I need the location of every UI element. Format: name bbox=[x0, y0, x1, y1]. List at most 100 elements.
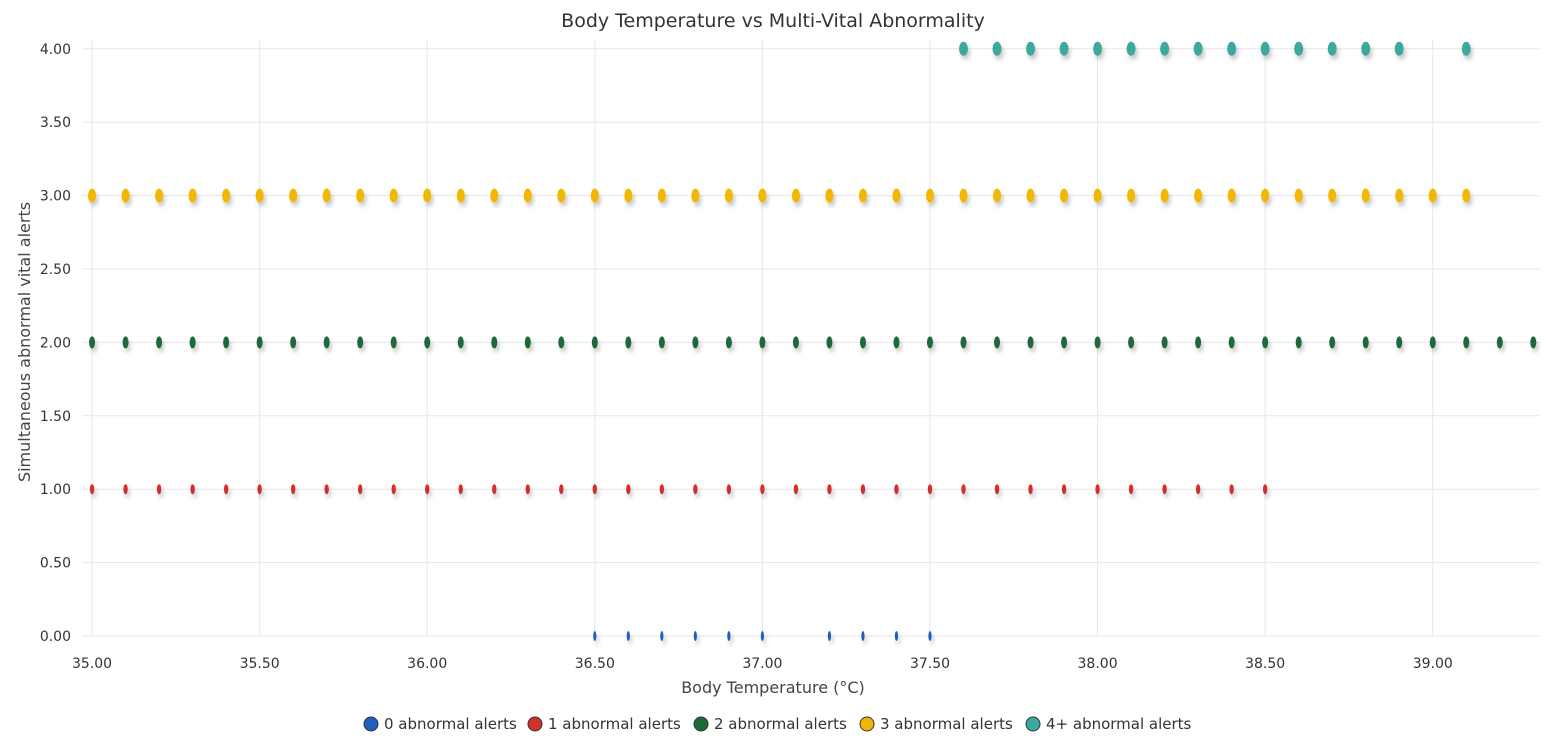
data-point[interactable] bbox=[1128, 484, 1134, 495]
data-point[interactable] bbox=[1227, 188, 1236, 203]
data-point[interactable] bbox=[1195, 484, 1201, 495]
data-point[interactable] bbox=[1328, 188, 1337, 203]
data-point[interactable] bbox=[759, 336, 766, 349]
data-point[interactable] bbox=[156, 484, 162, 495]
data-point[interactable] bbox=[1228, 336, 1235, 349]
data-point[interactable] bbox=[1429, 336, 1436, 349]
data-point[interactable] bbox=[88, 188, 97, 203]
data-point[interactable] bbox=[357, 484, 363, 495]
data-point[interactable] bbox=[861, 631, 865, 641]
legend-item[interactable]: 1 abnormal alerts bbox=[527, 715, 681, 733]
data-point[interactable] bbox=[423, 188, 432, 203]
data-point[interactable] bbox=[557, 188, 566, 203]
data-point[interactable] bbox=[256, 336, 263, 349]
data-point[interactable] bbox=[693, 631, 697, 641]
data-point[interactable] bbox=[1294, 41, 1304, 56]
data-point[interactable] bbox=[525, 484, 530, 495]
data-point[interactable] bbox=[1262, 484, 1268, 495]
data-point[interactable] bbox=[793, 484, 799, 495]
data-point[interactable] bbox=[1295, 336, 1302, 349]
data-point[interactable] bbox=[324, 484, 329, 495]
data-point[interactable] bbox=[860, 484, 866, 495]
data-point[interactable] bbox=[357, 336, 364, 349]
data-point[interactable] bbox=[992, 41, 1002, 56]
data-point[interactable] bbox=[1128, 336, 1135, 349]
data-point[interactable] bbox=[89, 336, 96, 349]
data-point[interactable] bbox=[1095, 484, 1100, 495]
data-point[interactable] bbox=[725, 336, 732, 349]
data-point[interactable] bbox=[591, 336, 598, 349]
data-point[interactable] bbox=[523, 188, 532, 203]
data-point[interactable] bbox=[1396, 336, 1403, 349]
data-point[interactable] bbox=[1362, 336, 1369, 349]
data-point[interactable] bbox=[926, 336, 933, 349]
data-point[interactable] bbox=[827, 484, 832, 495]
data-point[interactable] bbox=[1496, 336, 1503, 349]
data-point[interactable] bbox=[458, 484, 463, 495]
data-point[interactable] bbox=[927, 484, 933, 495]
data-point[interactable] bbox=[1094, 336, 1101, 349]
data-point[interactable] bbox=[322, 188, 331, 203]
data-point[interactable] bbox=[121, 188, 130, 203]
data-point[interactable] bbox=[356, 188, 365, 203]
data-point[interactable] bbox=[490, 188, 499, 203]
data-point[interactable] bbox=[894, 631, 899, 641]
data-point[interactable] bbox=[961, 484, 966, 495]
data-point[interactable] bbox=[692, 336, 699, 349]
legend-item[interactable]: 3 abnormal alerts bbox=[859, 715, 1013, 733]
data-point[interactable] bbox=[1260, 41, 1270, 56]
data-point[interactable] bbox=[1262, 336, 1269, 349]
data-point[interactable] bbox=[994, 484, 1000, 495]
data-point[interactable] bbox=[189, 336, 196, 349]
data-point[interactable] bbox=[626, 484, 631, 495]
data-point[interactable] bbox=[391, 484, 396, 495]
data-point[interactable] bbox=[826, 336, 833, 349]
data-point[interactable] bbox=[625, 336, 632, 349]
data-point[interactable] bbox=[928, 631, 932, 641]
data-point[interactable] bbox=[592, 484, 598, 495]
data-point[interactable] bbox=[1229, 484, 1234, 495]
data-point[interactable] bbox=[1462, 188, 1471, 203]
data-point[interactable] bbox=[726, 484, 732, 495]
data-point[interactable] bbox=[791, 188, 800, 203]
data-point[interactable] bbox=[825, 188, 834, 203]
data-point[interactable] bbox=[758, 188, 767, 203]
data-point[interactable] bbox=[1126, 41, 1136, 56]
data-point[interactable] bbox=[223, 336, 230, 349]
data-point[interactable] bbox=[123, 484, 128, 495]
data-point[interactable] bbox=[289, 188, 298, 203]
data-point[interactable] bbox=[1361, 188, 1370, 203]
data-point[interactable] bbox=[257, 484, 262, 495]
data-point[interactable] bbox=[1530, 336, 1537, 349]
data-point[interactable] bbox=[1327, 41, 1337, 56]
data-point[interactable] bbox=[859, 336, 866, 349]
data-point[interactable] bbox=[1061, 336, 1068, 349]
data-point[interactable] bbox=[1394, 41, 1404, 56]
data-point[interactable] bbox=[693, 484, 698, 495]
data-point[interactable] bbox=[691, 188, 700, 203]
data-point[interactable] bbox=[456, 188, 465, 203]
data-point[interactable] bbox=[1127, 188, 1136, 203]
data-point[interactable] bbox=[1061, 484, 1067, 495]
data-point[interactable] bbox=[1463, 336, 1470, 349]
data-point[interactable] bbox=[858, 188, 867, 203]
legend-item[interactable]: 4+ abnormal alerts bbox=[1025, 715, 1192, 733]
data-point[interactable] bbox=[1361, 41, 1371, 56]
data-point[interactable] bbox=[1026, 188, 1035, 203]
data-point[interactable] bbox=[425, 484, 430, 495]
data-point[interactable] bbox=[626, 631, 630, 641]
data-point[interactable] bbox=[323, 336, 330, 349]
data-point[interactable] bbox=[457, 336, 464, 349]
data-point[interactable] bbox=[660, 631, 664, 641]
data-point[interactable] bbox=[1428, 188, 1437, 203]
data-point[interactable] bbox=[1294, 188, 1303, 203]
data-point[interactable] bbox=[1395, 188, 1404, 203]
data-point[interactable] bbox=[89, 484, 95, 495]
data-point[interactable] bbox=[892, 188, 901, 203]
data-point[interactable] bbox=[960, 336, 967, 349]
data-point[interactable] bbox=[894, 484, 899, 495]
data-point[interactable] bbox=[524, 336, 531, 349]
data-point[interactable] bbox=[659, 484, 665, 495]
legend-item[interactable]: 0 abnormal alerts bbox=[363, 715, 517, 733]
data-point[interactable] bbox=[222, 188, 231, 203]
